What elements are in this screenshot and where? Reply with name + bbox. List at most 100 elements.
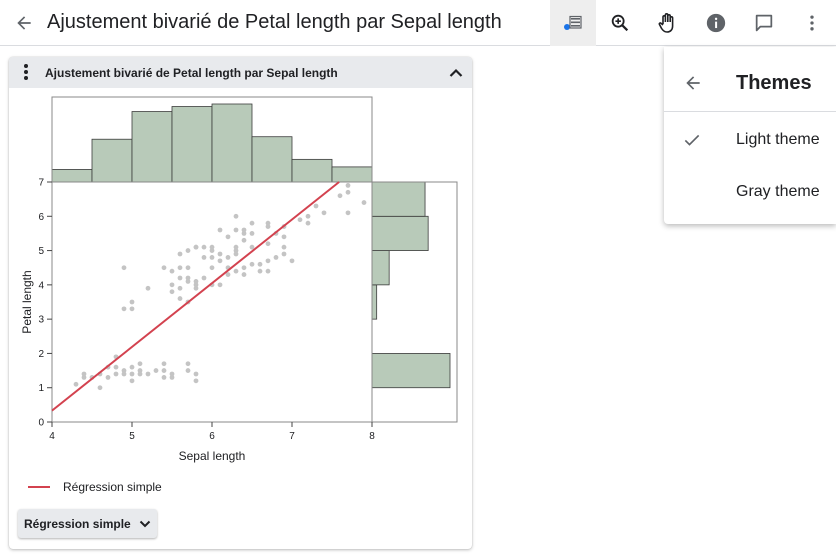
comment-button[interactable] xyxy=(741,0,787,46)
arrow-back-icon xyxy=(686,76,700,90)
data-point xyxy=(305,220,311,226)
histogram-bar xyxy=(291,158,333,183)
data-point xyxy=(145,371,151,377)
x-axis-label: Sepal length xyxy=(179,449,246,463)
menu-item-light-theme[interactable]: Light theme xyxy=(664,117,836,163)
data-point xyxy=(169,268,175,274)
back-button[interactable] xyxy=(8,7,40,39)
collapse-button[interactable] xyxy=(446,63,466,83)
data-point xyxy=(161,375,167,380)
data-point xyxy=(257,261,263,267)
data-point xyxy=(233,244,239,250)
data-point xyxy=(113,364,119,370)
info-button[interactable] xyxy=(693,0,739,46)
scatter-points xyxy=(73,183,367,391)
histogram-bar xyxy=(51,169,93,183)
data-point xyxy=(241,265,247,271)
menu-item-label: Light theme xyxy=(736,131,820,148)
menu-back-button[interactable] xyxy=(679,69,707,97)
x-tick-label: 7 xyxy=(289,431,295,442)
comment-icon xyxy=(755,14,773,32)
data-point xyxy=(257,268,263,274)
data-point xyxy=(241,272,247,277)
data-point xyxy=(281,244,287,250)
data-point xyxy=(121,265,127,271)
histogram-bar xyxy=(371,250,390,286)
y-tick-label: 4 xyxy=(38,280,44,291)
y-tick-label: 5 xyxy=(38,246,44,257)
data-point xyxy=(265,268,271,274)
histogram-bar xyxy=(131,111,173,183)
data-point xyxy=(105,375,111,380)
data-point xyxy=(97,385,103,391)
plot-frame xyxy=(51,181,373,423)
y-tick-label: 7 xyxy=(38,178,44,189)
data-point xyxy=(193,279,199,284)
card-menu-button[interactable] xyxy=(17,62,35,82)
axes: 4 5 6 7 8 0 1 2 3 4 5 6 7 xyxy=(38,178,375,443)
data-point xyxy=(233,213,239,219)
data-point xyxy=(137,361,143,367)
data-point xyxy=(265,220,271,226)
histogram-bar xyxy=(91,138,133,183)
data-point xyxy=(185,279,191,284)
data-point xyxy=(161,368,167,373)
data-point xyxy=(177,265,183,271)
data-point xyxy=(121,371,127,377)
data-point xyxy=(177,251,183,257)
x-tick-label: 4 xyxy=(49,431,55,442)
data-point xyxy=(121,368,127,373)
data-point xyxy=(345,210,351,216)
check-icon xyxy=(684,134,700,146)
data-point xyxy=(281,251,287,257)
more-vert-icon xyxy=(24,64,28,80)
data-point xyxy=(225,255,231,260)
menu-item-gray-theme[interactable]: Gray theme xyxy=(664,169,836,215)
pan-button[interactable] xyxy=(645,0,691,46)
fit-dropdown-button[interactable]: Régression simple xyxy=(18,509,157,538)
data-point xyxy=(201,275,207,281)
legend-icon xyxy=(564,15,582,30)
data-point xyxy=(217,282,223,288)
histogram-bar xyxy=(371,181,426,217)
histogram-bar xyxy=(371,284,378,320)
data-point xyxy=(177,296,183,301)
data-point xyxy=(193,244,199,250)
data-point xyxy=(265,224,271,229)
data-point xyxy=(169,371,175,377)
data-point xyxy=(129,299,135,305)
data-point xyxy=(73,381,79,387)
data-point xyxy=(185,275,191,281)
data-point xyxy=(225,272,231,277)
data-point xyxy=(169,375,175,380)
data-point xyxy=(193,371,199,377)
x-histogram xyxy=(51,103,373,183)
pan-hand-icon xyxy=(658,13,674,33)
chevron-up-icon xyxy=(449,68,463,77)
data-point xyxy=(169,289,175,295)
data-point xyxy=(249,231,255,236)
y-histogram-frame xyxy=(371,181,458,423)
themes-menu: Themes Light theme Gray theme xyxy=(664,47,836,224)
legend-swatch xyxy=(28,486,50,488)
report-card: Ajustement bivarié de Petal length par S… xyxy=(9,57,472,549)
zoom-in-icon xyxy=(611,14,629,32)
histogram-bar xyxy=(371,215,429,251)
y-axis-label: Petal length xyxy=(20,270,34,333)
menu-divider xyxy=(664,111,836,112)
y-tick-label: 3 xyxy=(38,315,44,326)
more-options-button[interactable] xyxy=(789,0,835,46)
data-point xyxy=(193,285,199,291)
legend-button[interactable] xyxy=(550,0,596,46)
fit-dropdown-label: Régression simple xyxy=(24,516,131,531)
data-point xyxy=(129,306,135,312)
zoom-button[interactable] xyxy=(597,0,643,46)
data-point xyxy=(345,189,351,195)
info-icon xyxy=(706,13,726,33)
x-histogram-frame xyxy=(51,96,373,183)
data-point xyxy=(273,255,279,260)
legend: Régression simple xyxy=(28,479,162,495)
regression-line-group xyxy=(51,181,340,412)
data-point xyxy=(265,241,271,247)
data-point xyxy=(249,244,255,250)
